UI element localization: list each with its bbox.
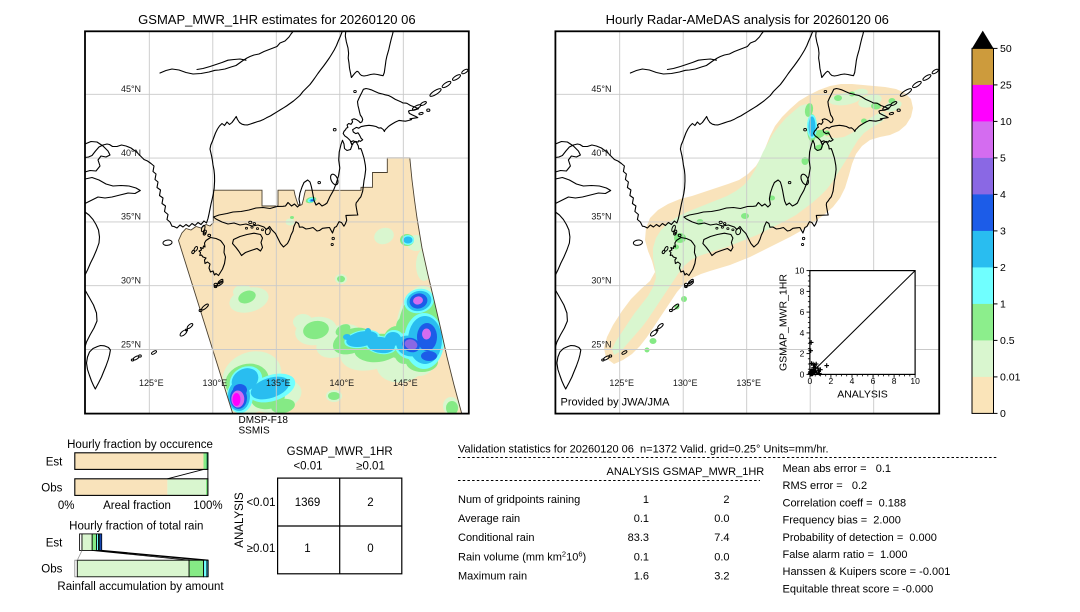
svg-text:Hanssen & Kuipers score = -0.0: Hanssen & Kuipers score = -0.001	[783, 566, 951, 578]
svg-text:40°N: 40°N	[121, 148, 141, 158]
svg-text:1: 1	[304, 543, 310, 555]
svg-text:10: 10	[795, 266, 805, 276]
svg-text:3.2: 3.2	[714, 571, 729, 583]
svg-text:ANALYSIS: ANALYSIS	[234, 492, 246, 548]
svg-text:1369: 1369	[295, 497, 321, 509]
svg-text:GSMAP_MWR_1HR: GSMAP_MWR_1HR	[778, 274, 790, 371]
svg-text:30°N: 30°N	[121, 276, 141, 286]
svg-text:Frequency bias = 2.000: Frequency bias = 2.000	[783, 515, 901, 527]
svg-text:GSMAP_MWR_1HR: GSMAP_MWR_1HR	[287, 446, 393, 458]
svg-text:25°N: 25°N	[591, 339, 611, 349]
svg-text:DMSP-F18: DMSP-F18	[239, 415, 289, 426]
svg-text:135°E: 135°E	[266, 378, 291, 388]
svg-text:Num of gridpoints raining: Num of gridpoints raining	[458, 494, 580, 506]
svg-text:Obs: Obs	[41, 564, 62, 576]
svg-text:4: 4	[800, 328, 805, 338]
svg-text:≥0.01: ≥0.01	[356, 461, 385, 473]
svg-text:0.1: 0.1	[634, 552, 649, 564]
svg-text:1: 1	[643, 494, 649, 506]
svg-text:2: 2	[367, 497, 373, 509]
svg-text:0: 0	[367, 543, 373, 555]
svg-text:Est: Est	[46, 456, 63, 468]
svg-text:0%: 0%	[58, 500, 75, 512]
svg-text:Equitable threat score = -0.00: Equitable threat score = -0.000	[783, 583, 934, 595]
svg-text:135°E: 135°E	[736, 378, 761, 388]
svg-text:0: 0	[1000, 408, 1006, 420]
svg-text:Hourly fraction by occurence: Hourly fraction by occurence	[67, 439, 213, 451]
svg-text:Validation statistics for 2026: Validation statistics for 20260120 06 n=…	[458, 444, 829, 456]
svg-text:Est: Est	[46, 537, 63, 549]
svg-text:10: 10	[1000, 116, 1012, 128]
svg-text:50: 50	[1000, 43, 1012, 55]
svg-text:130°E: 130°E	[673, 378, 698, 388]
svg-text:Average rain: Average rain	[458, 513, 520, 525]
svg-text:ANALYSIS: ANALYSIS	[837, 389, 888, 401]
svg-text:0: 0	[808, 376, 813, 386]
svg-text:ANALYSIS: ANALYSIS	[607, 466, 660, 478]
svg-text:0: 0	[800, 369, 805, 379]
svg-text:Rain volume (mm km2106): Rain volume (mm km2106)	[458, 550, 586, 564]
svg-text:GSMAP_MWR_1HR: GSMAP_MWR_1HR	[663, 466, 765, 478]
svg-text:4: 4	[1000, 189, 1006, 201]
svg-text:6: 6	[871, 376, 876, 386]
svg-text:4: 4	[850, 376, 855, 386]
svg-text:0.0: 0.0	[714, 552, 729, 564]
svg-text:140°E: 140°E	[329, 378, 354, 388]
svg-text:Mean abs error = 0.1: Mean abs error = 0.1	[783, 463, 892, 475]
svg-text:SSMIS: SSMIS	[239, 426, 270, 437]
svg-text:145°E: 145°E	[393, 378, 418, 388]
svg-text:1.6: 1.6	[634, 571, 649, 583]
svg-text:8: 8	[892, 376, 897, 386]
svg-text:Correlation coeff = 0.188: Correlation coeff = 0.188	[783, 497, 907, 509]
svg-text:125°E: 125°E	[139, 378, 164, 388]
svg-text:100%: 100%	[193, 500, 222, 512]
svg-text:35°N: 35°N	[591, 212, 611, 222]
svg-text:0.5: 0.5	[1000, 335, 1015, 347]
svg-text:<0.01: <0.01	[293, 461, 322, 473]
svg-text:35°N: 35°N	[121, 212, 141, 222]
svg-text:8: 8	[800, 286, 805, 296]
svg-text:40°N: 40°N	[591, 148, 611, 158]
svg-text:3: 3	[1000, 226, 1006, 238]
svg-text:25°N: 25°N	[121, 339, 141, 349]
svg-text:125°E: 125°E	[609, 378, 634, 388]
svg-text:False alarm ratio = 1.000: False alarm ratio = 1.000	[783, 549, 908, 561]
svg-text:Obs: Obs	[41, 482, 62, 494]
svg-text:0.0: 0.0	[714, 513, 729, 525]
svg-text:<0.01: <0.01	[246, 497, 275, 509]
svg-text:2: 2	[800, 349, 805, 359]
svg-text:Maximum rain: Maximum rain	[458, 571, 527, 583]
svg-text:Areal fraction: Areal fraction	[103, 500, 171, 512]
svg-text:25: 25	[1000, 80, 1012, 92]
svg-text:2: 2	[723, 494, 729, 506]
svg-text:5: 5	[1000, 153, 1006, 165]
svg-text:Probability of detection = 0.: Probability of detection = 0.000	[783, 532, 937, 544]
svg-text:10: 10	[910, 376, 920, 386]
svg-text:30°N: 30°N	[591, 276, 611, 286]
svg-text:2: 2	[829, 376, 834, 386]
svg-text:6: 6	[800, 307, 805, 317]
svg-text:0.1: 0.1	[634, 513, 649, 525]
svg-text:GSMAP_MWR_1HR estimates for 20: GSMAP_MWR_1HR estimates for 20260120 06	[138, 12, 415, 27]
svg-text:Hourly Radar-AMeDAS analysis f: Hourly Radar-AMeDAS analysis for 2026012…	[606, 12, 889, 27]
svg-text:Conditional rain: Conditional rain	[458, 532, 534, 544]
svg-text:1: 1	[1000, 299, 1006, 311]
svg-text:45°N: 45°N	[591, 84, 611, 94]
svg-text:45°N: 45°N	[121, 84, 141, 94]
svg-text:83.3: 83.3	[628, 532, 649, 544]
svg-text:0.01: 0.01	[1000, 372, 1021, 384]
svg-text:7.4: 7.4	[714, 532, 729, 544]
svg-text:130°E: 130°E	[202, 378, 227, 388]
svg-text:Hourly fraction of total rain: Hourly fraction of total rain	[69, 521, 203, 533]
svg-text:Provided by JWA/JMA: Provided by JWA/JMA	[561, 397, 671, 409]
svg-text:RMS error = 0.2: RMS error = 0.2	[783, 480, 868, 492]
svg-text:≥0.01: ≥0.01	[247, 543, 276, 555]
svg-text:Rainfall accumulation by amoun: Rainfall accumulation by amount	[57, 581, 224, 593]
svg-text:2: 2	[1000, 262, 1006, 274]
